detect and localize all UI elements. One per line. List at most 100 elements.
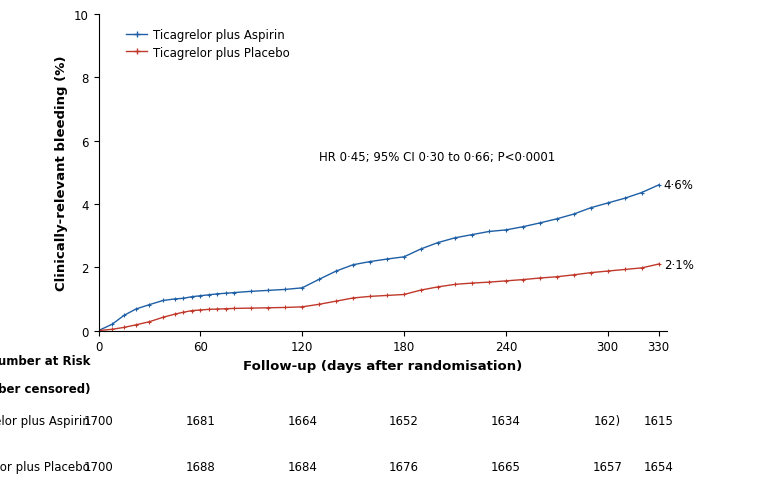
Ticagrelor plus Aspirin: [569, 211, 578, 217]
Ticagrelor plus Placebo: [205, 307, 214, 313]
Ticagrelor plus Placebo: [552, 274, 561, 280]
Text: 1654: 1654: [644, 460, 674, 473]
Ticagrelor plus Aspirin: [349, 262, 358, 268]
Ticagrelor plus Aspirin: [586, 205, 595, 211]
Ticagrelor plus Aspirin: [434, 240, 443, 246]
Ticagrelor plus Placebo: [637, 266, 646, 272]
Ticagrelor plus Placebo: [158, 315, 168, 321]
Ticagrelor plus Placebo: [280, 305, 290, 311]
Legend: Ticagrelor plus Aspirin, Ticagrelor plus Placebo: Ticagrelor plus Aspirin, Ticagrelor plus…: [121, 24, 295, 64]
Ticagrelor plus Placebo: [399, 292, 409, 298]
Text: 1664: 1664: [287, 414, 317, 427]
Ticagrelor plus Aspirin: [365, 259, 374, 265]
Y-axis label: Clinically-relevant bleeding (%): Clinically-relevant bleeding (%): [55, 56, 68, 291]
Ticagrelor plus Aspirin: [654, 182, 663, 188]
Ticagrelor plus Aspirin: [221, 291, 230, 297]
Ticagrelor plus Placebo: [145, 319, 154, 325]
Ticagrelor plus Aspirin: [94, 328, 103, 334]
Ticagrelor plus Aspirin: [315, 277, 324, 283]
Ticagrelor plus Placebo: [450, 282, 459, 288]
Ticagrelor plus Placebo: [264, 305, 273, 311]
Line: Ticagrelor plus Placebo: Ticagrelor plus Placebo: [96, 262, 661, 333]
Ticagrelor plus Placebo: [603, 269, 612, 275]
Ticagrelor plus Placebo: [94, 328, 103, 334]
Ticagrelor plus Placebo: [246, 306, 255, 312]
Ticagrelor plus Placebo: [331, 299, 340, 305]
Ticagrelor plus Aspirin: [187, 294, 196, 300]
Ticagrelor plus Placebo: [187, 308, 196, 314]
Text: 1615: 1615: [644, 414, 674, 427]
Text: 1684: 1684: [287, 460, 317, 473]
Ticagrelor plus Aspirin: [501, 227, 510, 233]
Ticagrelor plus Aspirin: [196, 293, 205, 299]
Ticagrelor plus Aspirin: [298, 285, 307, 291]
Text: 4·6%: 4·6%: [664, 179, 694, 192]
Ticagrelor plus Placebo: [171, 312, 180, 318]
Ticagrelor plus Aspirin: [120, 313, 129, 319]
Ticagrelor plus Placebo: [416, 288, 425, 294]
Ticagrelor plus Aspirin: [468, 232, 477, 238]
Ticagrelor plus Placebo: [586, 270, 595, 276]
Ticagrelor plus Placebo: [196, 308, 205, 314]
Ticagrelor plus Placebo: [468, 281, 477, 287]
Ticagrelor plus Aspirin: [230, 290, 239, 296]
Ticagrelor plus Aspirin: [246, 289, 255, 295]
Ticagrelor plus Aspirin: [450, 235, 459, 241]
Ticagrelor plus Placebo: [221, 306, 230, 312]
X-axis label: Follow-up (days after randomisation): Follow-up (days after randomisation): [243, 359, 522, 372]
Ticagrelor plus Placebo: [230, 306, 239, 312]
Text: 1688: 1688: [186, 460, 215, 473]
Text: Ticagrelor plus Aspirin: Ticagrelor plus Aspirin: [0, 414, 90, 427]
Ticagrelor plus Placebo: [298, 304, 307, 310]
Ticagrelor plus Placebo: [108, 327, 117, 333]
Ticagrelor plus Placebo: [131, 322, 140, 328]
Line: Ticagrelor plus Aspirin: Ticagrelor plus Aspirin: [96, 183, 661, 333]
Ticagrelor plus Aspirin: [416, 246, 425, 253]
Ticagrelor plus Placebo: [213, 307, 222, 313]
Ticagrelor plus Aspirin: [552, 216, 561, 222]
Ticagrelor plus Aspirin: [213, 291, 222, 297]
Text: (number censored): (number censored): [0, 383, 90, 396]
Ticagrelor plus Placebo: [535, 276, 544, 282]
Ticagrelor plus Placebo: [434, 284, 443, 290]
Ticagrelor plus Aspirin: [179, 296, 188, 302]
Ticagrelor plus Aspirin: [518, 224, 528, 230]
Ticagrelor plus Aspirin: [280, 287, 290, 293]
Ticagrelor plus Aspirin: [535, 220, 544, 226]
Ticagrelor plus Aspirin: [131, 307, 140, 313]
Ticagrelor plus Placebo: [620, 267, 629, 273]
Text: HR 0·45; 95% CI 0·30 to 0·66; P<0·0001: HR 0·45; 95% CI 0·30 to 0·66; P<0·0001: [319, 150, 556, 163]
Ticagrelor plus Aspirin: [399, 255, 409, 261]
Text: Number at Risk: Number at Risk: [0, 354, 90, 367]
Ticagrelor plus Placebo: [349, 296, 358, 302]
Ticagrelor plus Aspirin: [383, 257, 392, 263]
Ticagrelor plus Placebo: [484, 280, 493, 286]
Ticagrelor plus Placebo: [365, 294, 374, 300]
Text: 162): 162): [594, 414, 622, 427]
Ticagrelor plus Aspirin: [264, 288, 273, 294]
Text: 1676: 1676: [389, 460, 419, 473]
Ticagrelor plus Aspirin: [108, 322, 117, 328]
Text: 1700: 1700: [83, 460, 114, 473]
Ticagrelor plus Placebo: [518, 277, 528, 283]
Text: Ticagrelor plus Placebo: Ticagrelor plus Placebo: [0, 460, 90, 473]
Text: 1634: 1634: [491, 414, 521, 427]
Ticagrelor plus Placebo: [569, 273, 578, 279]
Ticagrelor plus Placebo: [654, 262, 663, 268]
Ticagrelor plus Placebo: [315, 302, 324, 308]
Ticagrelor plus Aspirin: [484, 229, 493, 235]
Ticagrelor plus Aspirin: [331, 269, 340, 275]
Text: 1652: 1652: [389, 414, 419, 427]
Ticagrelor plus Aspirin: [158, 298, 168, 304]
Text: 1657: 1657: [593, 460, 622, 473]
Ticagrelor plus Placebo: [501, 279, 510, 285]
Text: 1665: 1665: [491, 460, 521, 473]
Ticagrelor plus Aspirin: [637, 190, 646, 196]
Ticagrelor plus Placebo: [383, 293, 392, 299]
Text: 2·1%: 2·1%: [664, 258, 694, 271]
Ticagrelor plus Placebo: [120, 325, 129, 331]
Ticagrelor plus Aspirin: [205, 292, 214, 298]
Ticagrelor plus Aspirin: [171, 296, 180, 302]
Text: 1681: 1681: [186, 414, 215, 427]
Text: 1700: 1700: [83, 414, 114, 427]
